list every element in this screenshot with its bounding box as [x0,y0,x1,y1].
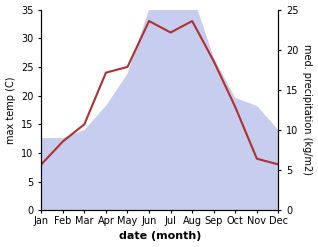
Y-axis label: max temp (C): max temp (C) [5,76,16,144]
X-axis label: date (month): date (month) [119,231,201,242]
Y-axis label: med. precipitation (kg/m2): med. precipitation (kg/m2) [302,44,313,175]
